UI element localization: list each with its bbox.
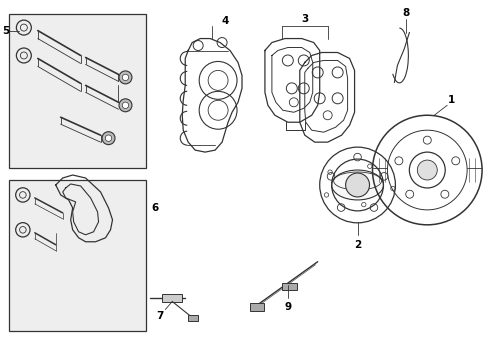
Ellipse shape [331,170,383,200]
Circle shape [119,71,132,84]
Circle shape [416,160,436,180]
Bar [162,293,182,302]
Text: 1: 1 [447,95,454,105]
Bar [281,283,296,289]
Text: 9: 9 [284,302,291,311]
Polygon shape [23,267,59,282]
Circle shape [119,99,132,112]
Circle shape [345,173,369,197]
Text: 4: 4 [221,15,228,26]
Circle shape [122,102,128,108]
Bar [9,180,146,332]
Bar [249,302,264,311]
Bar [9,14,146,168]
Text: 5: 5 [2,26,10,36]
Circle shape [105,135,111,141]
Text: 6: 6 [151,203,159,213]
Text: 8: 8 [402,8,409,18]
Circle shape [122,74,128,81]
Circle shape [102,132,115,145]
Text: 2: 2 [353,240,361,250]
Text: 7: 7 [156,311,163,321]
Text: 3: 3 [301,14,308,24]
Polygon shape [23,105,56,120]
Bar [188,315,198,321]
